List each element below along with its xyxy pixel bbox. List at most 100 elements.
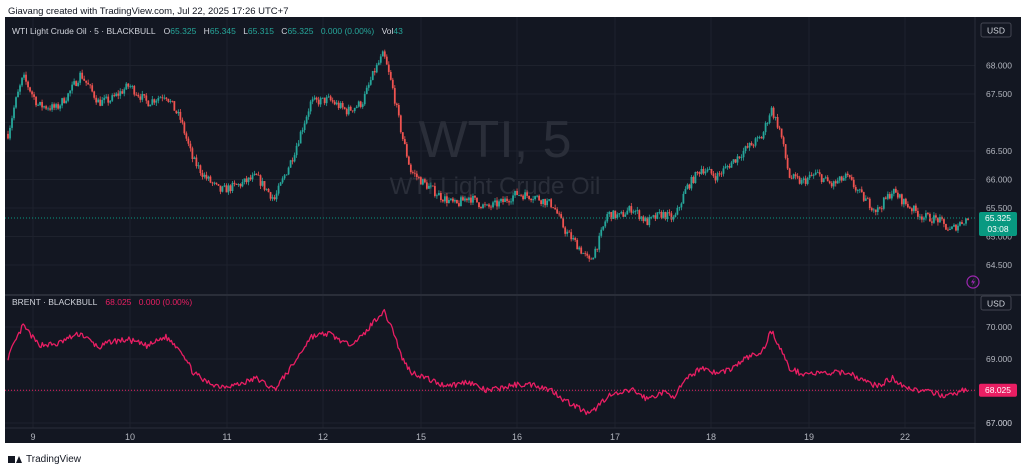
wti-candle (774, 117, 777, 118)
wti-candle (562, 218, 565, 228)
brent-currency-button[interactable]: USD (980, 295, 1012, 311)
wti-candle (688, 184, 691, 189)
wti-candle (123, 89, 126, 94)
wti-candle (850, 176, 853, 180)
wti-candle (896, 192, 899, 198)
wti-candle (856, 190, 859, 191)
wti-candle (951, 226, 953, 229)
wti-candle (574, 237, 577, 241)
wti-candle (55, 104, 58, 108)
wti-candle (81, 72, 84, 79)
wti-candle (478, 202, 480, 208)
wti-candle (846, 173, 849, 176)
wti-candle (518, 194, 520, 196)
wti-candle (51, 104, 53, 110)
wti-candle (594, 248, 597, 258)
wti-candle (900, 194, 903, 205)
wti-candle (754, 138, 757, 146)
wti-candle (193, 157, 196, 159)
wti-candle (175, 110, 178, 114)
chart-canvas[interactable]: WTI, 5 WTI Light Crude Oil 68.00067.5006… (5, 17, 1021, 443)
wti-candle (375, 64, 378, 73)
wti-candle (704, 171, 707, 174)
wti-candle (456, 200, 458, 204)
wti-currency-button[interactable]: USD (980, 22, 1012, 38)
wti-candle (933, 215, 935, 223)
wti-candle (383, 51, 386, 57)
wti-candle (874, 209, 877, 213)
wti-candle (413, 172, 416, 174)
wti-candle (448, 199, 450, 204)
wti-candle (271, 197, 274, 199)
x-tick-label: 18 (706, 432, 716, 442)
footer[interactable]: TradingView (8, 454, 81, 465)
wti-candle (536, 195, 539, 197)
chart-frame[interactable]: WTI, 5 WTI Light Crude Oil 68.000 67.500 6… (5, 17, 1021, 443)
wti-candle (205, 174, 208, 179)
wti-candle (87, 82, 90, 85)
wti-candle (854, 187, 857, 191)
wti-candle (135, 94, 138, 96)
wti-candle (504, 198, 506, 203)
wti-candle (514, 190, 516, 196)
wti-candle (852, 179, 855, 188)
wti-candle (939, 217, 941, 223)
wti-candle (904, 198, 907, 205)
wti-candle (488, 204, 490, 207)
wti-candle (243, 178, 246, 182)
wti-candle (842, 178, 845, 181)
lightning-icon[interactable] (966, 275, 980, 289)
wti-candle (223, 185, 226, 187)
brent-value: 68.025 (105, 297, 131, 307)
wti-change: 0.000 (0.00%) (321, 26, 375, 36)
wti-candle (664, 212, 667, 220)
wti-candle (207, 176, 210, 179)
wti-candle (435, 195, 438, 197)
wti-candle (235, 183, 238, 185)
wti-candle (41, 101, 43, 108)
wti-candle (85, 80, 88, 83)
wti-candle (838, 176, 841, 181)
wti-candle (608, 212, 611, 215)
wti-candle (151, 99, 154, 105)
wti-candle (466, 198, 468, 201)
wti-candle (399, 115, 402, 133)
wti-candle (558, 213, 561, 215)
wti-candle (433, 186, 436, 196)
wti-candle (642, 216, 645, 222)
wti-candle (866, 198, 869, 200)
wti-candle (636, 210, 639, 212)
watermark: WTI, 5 WTI Light Crude Oil (390, 111, 601, 200)
wti-candle (411, 172, 414, 173)
wti-candle (301, 130, 304, 132)
wti-currency-label: USD (987, 26, 1005, 36)
wti-candle (943, 219, 945, 224)
wti-candle (219, 185, 222, 192)
wti-candle (39, 101, 41, 105)
wti-candle (898, 194, 901, 198)
wti-candle (778, 127, 781, 129)
x-tick-label: 11 (222, 432, 231, 442)
wti-candle (35, 96, 37, 106)
wti-low-label: L (243, 26, 248, 36)
wti-candle (357, 101, 360, 107)
wti-candle (542, 199, 545, 204)
wti-candle (604, 221, 607, 227)
wti-candle (299, 131, 302, 144)
wti-candle (822, 178, 825, 183)
wti-candle (365, 87, 368, 94)
wti-candle (460, 197, 462, 207)
wti-candle (19, 85, 21, 92)
wti-candle (906, 204, 909, 208)
wti-candle (287, 167, 290, 175)
x-tick-label: 10 (125, 432, 135, 442)
wti-candle (963, 223, 965, 225)
wti-candle (610, 212, 613, 219)
wti-candle (680, 203, 683, 208)
wti-candle (826, 177, 829, 182)
wti-candle (612, 210, 615, 219)
wti-candle (155, 100, 158, 103)
wti-candle (959, 222, 961, 226)
wti-candle (321, 97, 324, 99)
wti-title: WTI Light Crude Oil · 5 · BLACKBULL (12, 26, 156, 36)
